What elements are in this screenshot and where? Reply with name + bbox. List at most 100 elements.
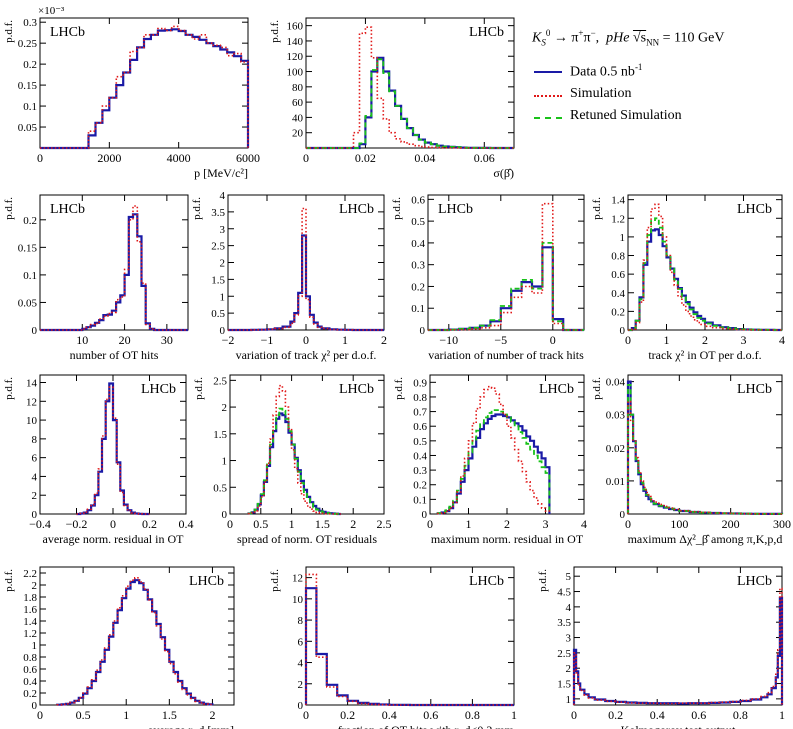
x-tick-label: 0.04 — [414, 151, 435, 165]
series-data-avg_res — [76, 382, 150, 516]
x-tick-label: 2 — [209, 708, 215, 722]
y-tick-label: 0.2 — [23, 59, 37, 71]
x-tick-label: 1 — [466, 517, 472, 531]
x-tick-label: 0.4 — [382, 708, 397, 722]
y-tick-label: 1.4 — [23, 616, 37, 628]
y-tick-label: 8 — [298, 615, 304, 627]
series-data-max_dchi2 — [626, 380, 784, 515]
x-axis-label: fraction of OT hits with r_d<0.2 mm — [338, 723, 515, 729]
series-sim-max_res — [436, 385, 551, 515]
x-tick-label: 4000 — [167, 151, 191, 165]
panel-track_chi2_var: −2 −1 0 1 2 0 0.5 1 1.5 2 2.5 3 3.5 4 p.d.f. variation … — [191, 190, 387, 362]
y-tick-label: 0.1 — [411, 303, 425, 315]
x-tick-label: 0 — [303, 151, 309, 165]
plot-frame — [229, 374, 385, 515]
legend-pip: + — [578, 28, 584, 38]
x-axis-label: spread of norm. OT residuals — [237, 532, 377, 546]
legend-label-data: Data 0.5 nb — [570, 64, 635, 80]
x-tick-label: 100 — [670, 517, 688, 531]
lhcb-label: LHCb — [469, 25, 504, 40]
x-tick-label: 3 — [543, 517, 549, 531]
y-tick-label: 4 — [298, 658, 304, 670]
series-retuned-ntrack_var — [428, 242, 584, 331]
y-tick-label: 4.5 — [557, 587, 571, 599]
panel-kolmogorov: 0 0.2 0.4 0.6 0.8 1 1 1.5 2 2.5 3 3.5 4 4.5 5 p.d.f. Kol… — [537, 566, 785, 729]
x-tick-label: 30 — [161, 333, 173, 347]
y-tick-label: 0.3 — [413, 465, 427, 477]
series-data-sigma — [306, 56, 514, 150]
legend-arrow: → π — [550, 30, 579, 46]
y-tick-label: 1.6 — [23, 604, 37, 616]
y-tick-label: 0.1 — [23, 101, 37, 113]
y-tick-label: 0.02 — [606, 443, 625, 455]
y-tick-label: 2 — [220, 258, 226, 270]
y-tick-label: 0 — [620, 325, 626, 337]
x-tick-label: 0.8 — [733, 708, 748, 722]
x-axis-label: σ(β̂) — [493, 166, 514, 180]
x-tick-label: 0.8 — [465, 708, 480, 722]
y-tick-label: 1.5 — [211, 274, 225, 286]
y-tick-label: 0.05 — [18, 297, 38, 309]
y-tick-label: 160 — [287, 21, 304, 33]
x-tick-label: 10 — [76, 333, 88, 347]
x-tick-label: 3 — [741, 333, 747, 347]
y-tick-label: 0 — [422, 509, 428, 521]
y-tick-label: 2.5 — [211, 241, 225, 253]
y-tick-label: 2.2 — [23, 568, 37, 580]
x-tick-label: 0 — [37, 151, 43, 165]
y-tick-label: 0.6 — [611, 269, 625, 281]
y-tick-label: 0.5 — [413, 436, 427, 448]
lhcb-label: LHCb — [50, 25, 85, 40]
y-tick-label: 0.15 — [18, 80, 38, 92]
x-tick-label: 0 — [227, 517, 233, 531]
x-tick-label: 2000 — [97, 151, 121, 165]
legend-label-data-sup: -1 — [634, 62, 643, 72]
y-axis-label: p.d.f. — [3, 569, 15, 592]
y-tick-label: 10 — [292, 594, 304, 606]
panel-max_dchi2: 0 100 200 300 0 0.01 0.02 0.03 0.04p.d.f. maximum… — [591, 374, 791, 546]
x-tick-label: −10 — [439, 333, 458, 347]
y-tick-label: 2 — [566, 663, 572, 675]
series-sim-avg_rd — [56, 577, 214, 706]
x-tick-label: 2 — [702, 333, 708, 347]
y-tick-label: 2 — [32, 490, 38, 502]
series-retuned-max_res — [436, 409, 551, 514]
series-data-ntrack_var — [428, 246, 584, 332]
x-tick-label: 1 — [342, 333, 348, 347]
y-tick-label: 40 — [292, 112, 304, 124]
x-tick-label: 0 — [37, 708, 43, 722]
y-tick-label: 4 — [32, 471, 38, 483]
y-tick-label: 6 — [32, 453, 38, 465]
y-tick-label: 0.2 — [23, 215, 37, 227]
panel-avg_rd: 0 0.5 1 1.5 200.20.40.60.811.21.41.61.822.2p… — [3, 566, 235, 729]
plot-frame — [39, 194, 189, 331]
y-tick-label: 0.8 — [413, 392, 427, 404]
y-tick-label: 0 — [620, 509, 626, 521]
y-tick-label: 0.5 — [411, 216, 425, 228]
y-tick-label: 0.2 — [611, 306, 625, 318]
x-tick-label: −5 — [494, 333, 507, 347]
x-tick-label: 0.2 — [340, 708, 355, 722]
x-tick-label: 2.5 — [377, 517, 392, 531]
y-tick-label: 0.01 — [606, 476, 625, 488]
series-data-avg_rd — [56, 579, 214, 706]
legend-swatch-simulation — [534, 95, 562, 97]
lhcb-label: LHCb — [469, 574, 504, 589]
y-tick-label: 1 — [222, 456, 228, 468]
legend-label-retuned: Retuned Simulation — [570, 108, 682, 123]
x-tick-label: 2 — [504, 517, 510, 531]
x-axis-label: average norm. residual in OT — [43, 532, 185, 546]
x-tick-label: 0 — [625, 333, 631, 347]
x-tick-label: −2 — [222, 333, 235, 347]
y-tick-label: 1.8 — [23, 592, 37, 604]
y-tick-label: 4 — [220, 190, 226, 202]
panel-avg_res: −0.4 −0.2 0 0.2 0.4 0 2 4 6 8 10 12 14 p.d.f. average … — [3, 374, 194, 546]
y-tick-label: 12 — [292, 573, 303, 585]
legend-decay: K — [532, 30, 542, 46]
series-data-ot_hits — [40, 213, 188, 332]
x-tick-label: 0.5 — [253, 517, 268, 531]
y-axis-label: p.d.f. — [269, 20, 281, 43]
legend-sqrt-sub: NN — [646, 37, 660, 48]
series-data-kolmogorov — [572, 596, 784, 705]
